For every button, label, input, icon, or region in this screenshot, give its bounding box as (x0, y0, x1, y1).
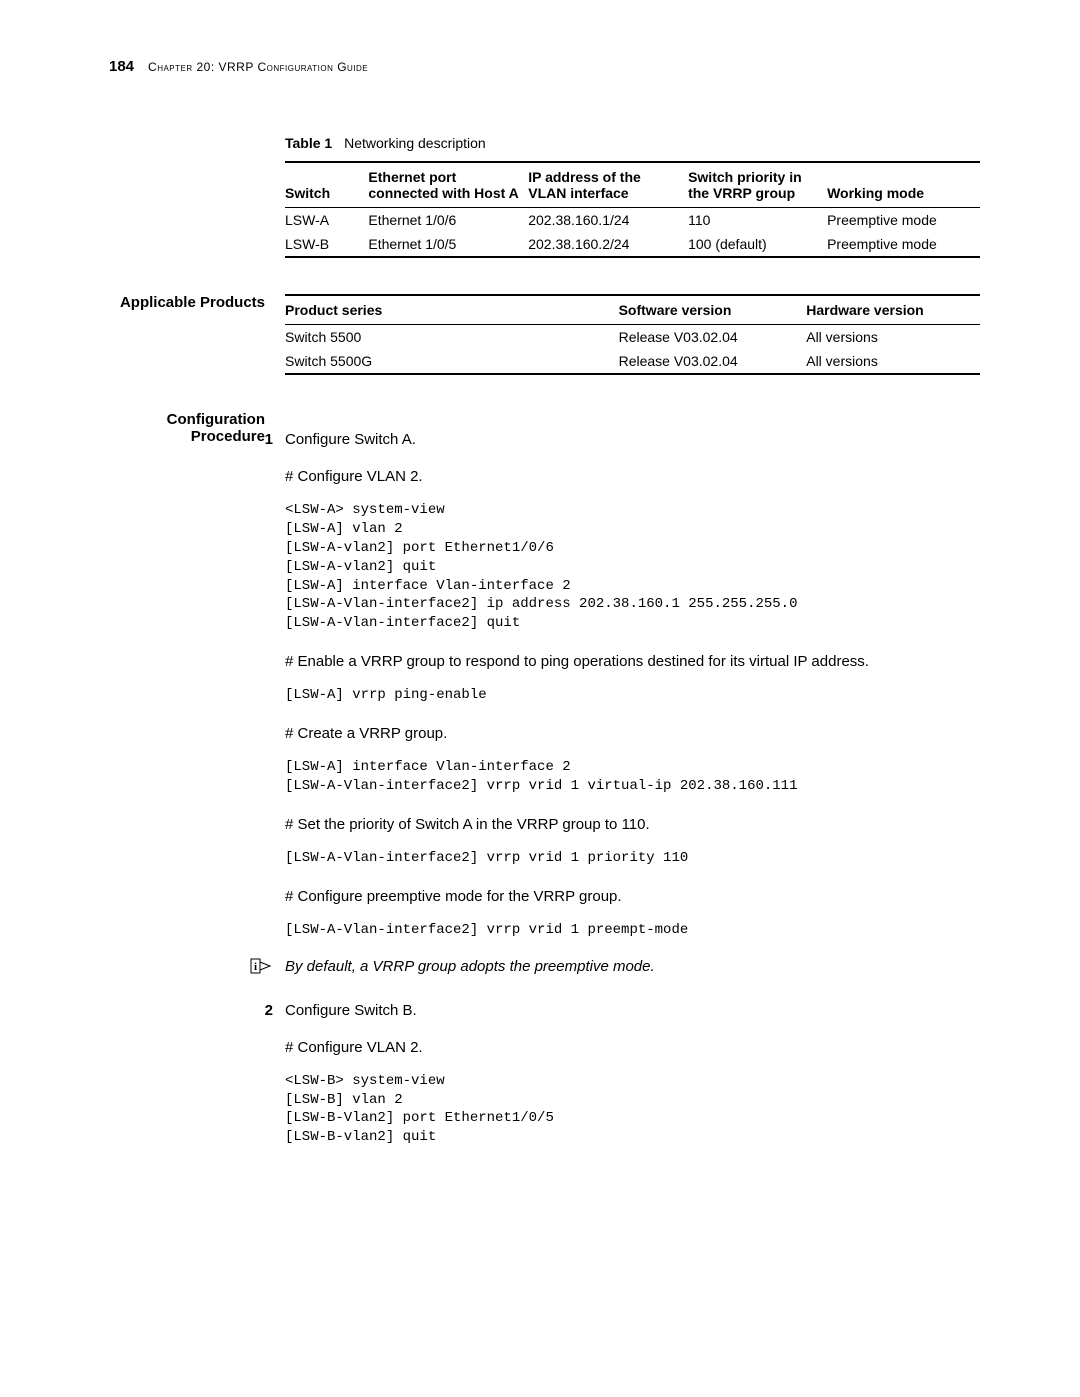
products-table: Product series Software version Hardware… (285, 294, 980, 375)
table1-label: Table 1 (285, 135, 332, 151)
th-ethernet: Ethernet port connected with Host A (368, 162, 528, 208)
cell: All versions (806, 325, 980, 350)
page: 184 Chapter 20: VRRP Configuration Guide… (0, 0, 1080, 1207)
paragraph: # Create a VRRP group. (285, 725, 980, 742)
cell: 110 (688, 208, 827, 233)
cell: Switch 5500G (285, 349, 619, 374)
paragraph: # Set the priority of Switch A in the VR… (285, 816, 980, 833)
page-header: 184 Chapter 20: VRRP Configuration Guide (109, 58, 980, 75)
paragraph: # Configure preemptive mode for the VRRP… (285, 888, 980, 905)
code-block: [LSW-A] interface Vlan-interface 2 [LSW-… (285, 758, 980, 796)
svg-text:i: i (254, 961, 257, 973)
step-text: Configure Switch A. (285, 431, 416, 448)
paragraph: # Enable a VRRP group to respond to ping… (285, 653, 980, 670)
th-switch: Switch (285, 162, 368, 208)
applicable-products-title: Applicable Products (100, 294, 285, 375)
code-block: [LSW-A] vrrp ping-enable (285, 686, 980, 705)
paragraph: # Configure VLAN 2. (285, 1039, 980, 1056)
th-software: Software version (619, 295, 807, 325)
page-number: 184 (109, 58, 134, 75)
table-row: Switch 5500G Release V03.02.04 All versi… (285, 349, 980, 374)
note-text: By default, a VRRP group adopts the pree… (285, 958, 655, 975)
th-hardware: Hardware version (806, 295, 980, 325)
th-product: Product series (285, 295, 619, 325)
paragraph: # Configure VLAN 2. (285, 468, 980, 485)
table1-block: Table 1 Networking description Switch Et… (285, 135, 980, 258)
cell: Preemptive mode (827, 232, 980, 257)
cell: LSW-B (285, 232, 368, 257)
cell: 202.38.160.2/24 (528, 232, 688, 257)
th-ip: IP address of the VLAN interface (528, 162, 688, 208)
table-row: Switch 5500 Release V03.02.04 All versio… (285, 325, 980, 350)
step-text: Configure Switch B. (285, 1002, 417, 1019)
cell: LSW-A (285, 208, 368, 233)
step-number: 2 (259, 1002, 273, 1019)
table1-caption: Table 1 Networking description (285, 135, 980, 151)
applicable-products-section: Applicable Products Product series Softw… (100, 294, 980, 375)
note: i By default, a VRRP group adopts the pr… (250, 958, 980, 976)
cell: All versions (806, 349, 980, 374)
table1-caption-text: Networking description (344, 135, 486, 151)
table-header-row: Product series Software version Hardware… (285, 295, 980, 325)
code-block: <LSW-B> system-view [LSW-B] vlan 2 [LSW-… (285, 1072, 980, 1148)
th-priority: Switch priority in the VRRP group (688, 162, 827, 208)
step-number: 1 (259, 431, 273, 448)
cell: Release V03.02.04 (619, 325, 807, 350)
table-row: LSW-B Ethernet 1/0/5 202.38.160.2/24 100… (285, 232, 980, 257)
info-arrow-icon: i (250, 958, 272, 976)
step-1: 1 Configure Switch A. (285, 431, 980, 448)
cell: Release V03.02.04 (619, 349, 807, 374)
th-mode: Working mode (827, 162, 980, 208)
table-header-row: Switch Ethernet port connected with Host… (285, 162, 980, 208)
cell: 202.38.160.1/24 (528, 208, 688, 233)
code-block: [LSW-A-Vlan-interface2] vrrp vrid 1 pree… (285, 921, 980, 940)
cell: Preemptive mode (827, 208, 980, 233)
networking-table: Switch Ethernet port connected with Host… (285, 161, 980, 258)
configuration-procedure-section: Configuration Procedure 1 Configure Swit… (100, 411, 980, 1147)
configuration-procedure-title: Configuration Procedure (100, 411, 285, 1147)
code-block: [LSW-A-Vlan-interface2] vrrp vrid 1 prio… (285, 849, 980, 868)
step-2: 2 Configure Switch B. (285, 1002, 980, 1019)
table-row: LSW-A Ethernet 1/0/6 202.38.160.1/24 110… (285, 208, 980, 233)
chapter-title: Chapter 20: VRRP Configuration Guide (148, 60, 368, 74)
cell: 100 (default) (688, 232, 827, 257)
cell: Switch 5500 (285, 325, 619, 350)
code-block: <LSW-A> system-view [LSW-A] vlan 2 [LSW-… (285, 501, 980, 633)
cell: Ethernet 1/0/5 (368, 232, 528, 257)
cell: Ethernet 1/0/6 (368, 208, 528, 233)
